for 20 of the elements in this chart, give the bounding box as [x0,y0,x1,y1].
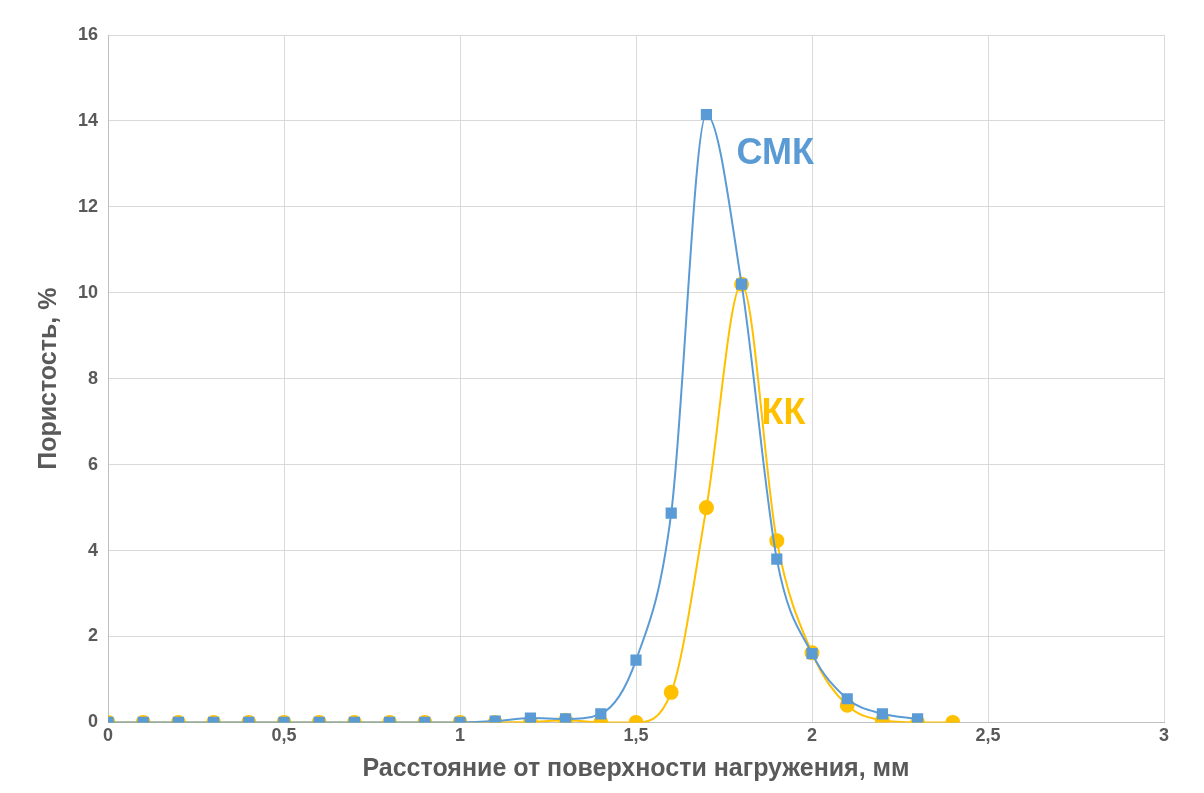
y-tick-label: 14 [77,109,99,130]
x-axis-title: Расстояние от поверхности нагружения, мм [362,752,910,781]
y-tick-label: 6 [88,453,99,474]
y-tick-label: 2 [88,625,99,646]
x-tick-label: 1 [455,725,466,746]
y-tick-label: 12 [77,195,99,216]
series-label: КК [761,391,807,433]
x-tick-label: 2 [807,725,818,746]
y-tick-label: 16 [77,23,99,44]
y-axis-title: Пористость, % [32,287,61,470]
y-tick-label: 4 [88,539,99,560]
x-tick-label: 0 [103,725,114,746]
x-tick-label: 1,5 [623,725,649,746]
x-tick-label: 2,5 [975,725,1001,746]
y-tick-label: 10 [77,281,99,302]
x-tick-label: 0,5 [271,725,297,746]
series-label: СМК [736,131,815,173]
y-tick-label: 0 [88,711,99,732]
y-tick-label: 8 [88,367,99,388]
x-tick-label: 3 [1158,725,1170,746]
